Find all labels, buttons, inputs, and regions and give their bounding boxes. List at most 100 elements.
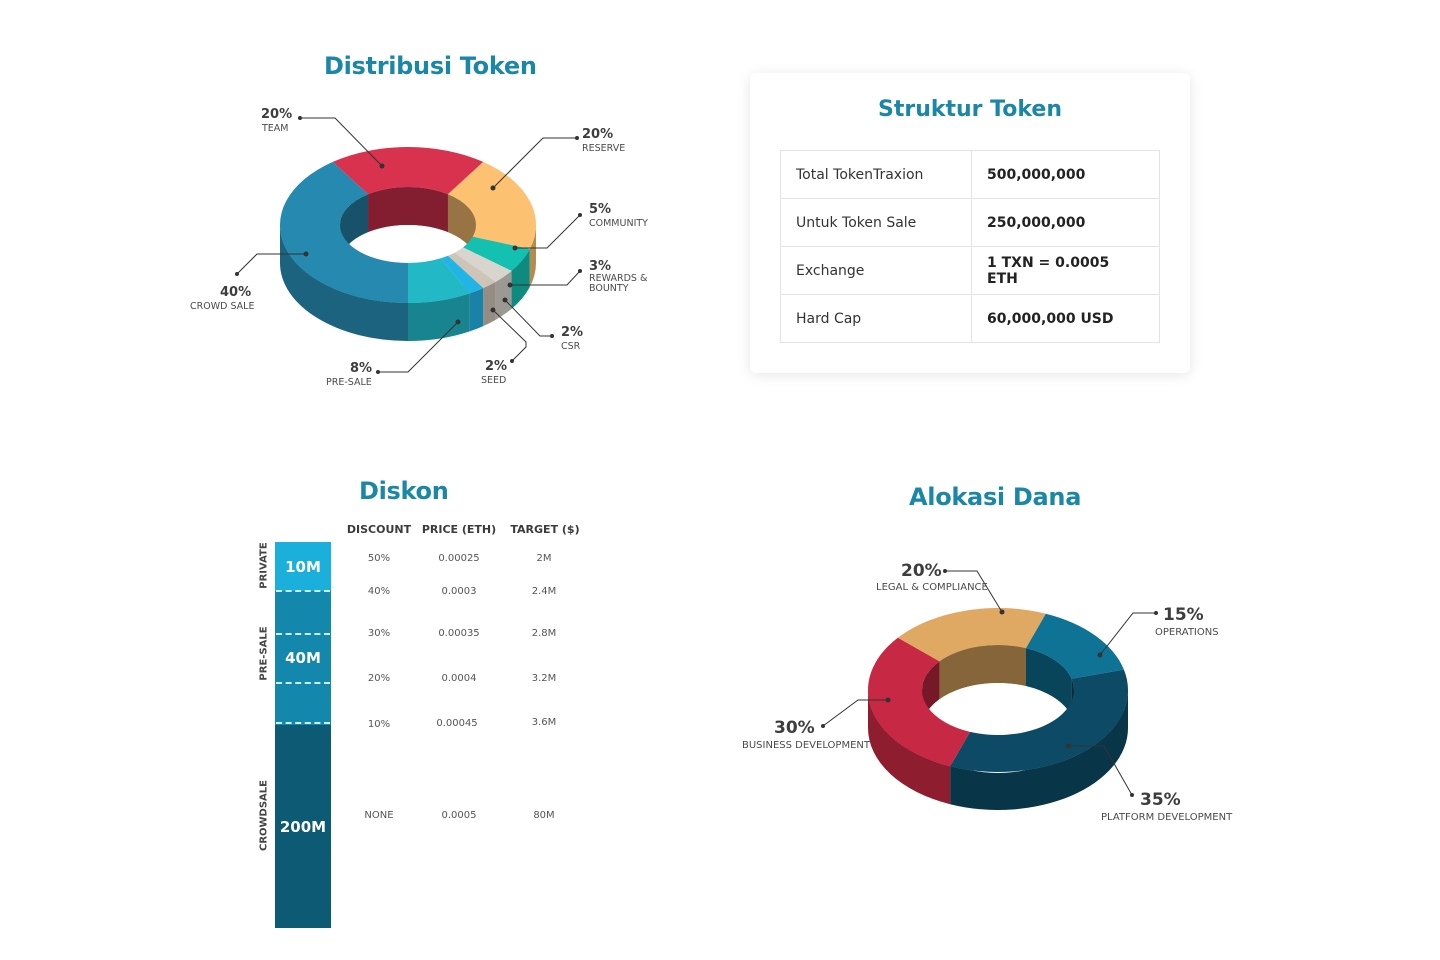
callout-legal-label: LEGAL & COMPLIANCE bbox=[876, 582, 988, 593]
callout-platform: 35% PLATFORM DEVELOPMENT bbox=[1065, 743, 1233, 823]
row-key: Exchange bbox=[780, 246, 972, 295]
row-key: Hard Cap bbox=[780, 294, 972, 343]
distribusi-wall-5 bbox=[469, 288, 484, 332]
diskon-title: Diskon bbox=[359, 477, 449, 505]
callout-csr: 2% CSR bbox=[502, 297, 583, 352]
alokasi-front-face-2 bbox=[950, 690, 1128, 773]
alokasi-title: Alokasi Dana bbox=[909, 483, 1082, 511]
callout-csr-label: CSR bbox=[561, 341, 581, 352]
callout-reserve: 20% RESERVE bbox=[490, 127, 625, 191]
discount-cell: 40% bbox=[367, 586, 391, 597]
distribusi-front-face-4 bbox=[447, 252, 496, 289]
row-value: 500,000,000 bbox=[971, 150, 1160, 199]
stage-presale-block: 40M bbox=[275, 591, 331, 725]
distribusi-donut-chart: 20% TEAM 20% RESERVE 5% COMMUNITY 3% REW… bbox=[190, 107, 648, 388]
distribusi-front-face-2 bbox=[463, 236, 530, 271]
header-discount: DISCOUNT bbox=[346, 523, 412, 536]
stage-private-label: PRIVATE bbox=[258, 542, 270, 589]
header-price: PRICE (ETH) bbox=[421, 523, 497, 536]
distribusi-wall-2 bbox=[511, 249, 530, 309]
distribusi-front-face-1 bbox=[472, 225, 536, 250]
target-cell: 2.4M bbox=[531, 586, 557, 597]
struktur-token-card: Struktur Token Total TokenTraxion 500,00… bbox=[750, 73, 1190, 373]
table-row: Untuk Token Sale 250,000,000 bbox=[780, 198, 1160, 247]
row-value: 60,000,000 USD bbox=[971, 294, 1160, 343]
price-cell: 0.0005 bbox=[441, 810, 477, 821]
distribusi-wall-3 bbox=[495, 270, 512, 320]
table-row: Exchange 1 TXN = 0.0005 ETH bbox=[780, 246, 1160, 295]
callout-platform-pct: 35% bbox=[1140, 790, 1181, 810]
distribusi-front-face-3 bbox=[454, 247, 512, 282]
callout-reserve-pct: 20% bbox=[582, 127, 613, 142]
row-key: Untuk Token Sale bbox=[780, 198, 972, 247]
row-value: 1 TXN = 0.0005 ETH bbox=[971, 246, 1160, 295]
stage-crowdsale-label: CROWDSALE bbox=[258, 780, 270, 852]
callout-operations: 15% OPERATIONS bbox=[1097, 605, 1219, 658]
alokasi-slice-1 bbox=[1025, 613, 1124, 679]
callout-presale-label: PRE-SALE bbox=[326, 377, 372, 388]
distribusi-inner-wall-0 bbox=[368, 187, 448, 233]
row-key: Total TokenTraxion bbox=[780, 150, 972, 199]
distribusi-wall-1 bbox=[529, 225, 536, 288]
alokasi-wall-2 bbox=[950, 690, 1128, 810]
callout-legal-pct: 20% bbox=[901, 561, 942, 581]
distribusi-front-face-6 bbox=[408, 258, 470, 303]
stage-presale-label: PRE-SALE bbox=[258, 626, 270, 681]
callout-team: 20% TEAM bbox=[261, 107, 385, 169]
discount-cell: 30% bbox=[367, 628, 391, 639]
distribusi-wall-6 bbox=[408, 293, 470, 341]
stage-crowdsale-block: 200M bbox=[275, 725, 331, 928]
target-cell: 80M bbox=[533, 810, 555, 821]
callout-community-label: COMMUNITY bbox=[589, 218, 648, 229]
callout-rewards: 3% REWARDS & BOUNTY bbox=[507, 259, 648, 294]
callout-platform-label: PLATFORM DEVELOPMENT bbox=[1101, 812, 1233, 823]
struktur-table: Total TokenTraxion 500,000,000 Untuk Tok… bbox=[780, 150, 1160, 343]
callout-rewards-pct: 3% bbox=[589, 259, 611, 274]
price-cell: 0.0004 bbox=[441, 673, 477, 684]
callout-community: 5% COMMUNITY bbox=[512, 202, 648, 251]
discount-cell: NONE bbox=[364, 810, 394, 821]
discount-cell: 20% bbox=[367, 673, 391, 684]
distribusi-wall-4 bbox=[483, 281, 496, 327]
alokasi-slice-0 bbox=[897, 607, 1046, 662]
target-cell: 3.2M bbox=[531, 673, 557, 684]
stage-divider bbox=[276, 682, 330, 684]
alokasi-hole bbox=[922, 683, 1074, 773]
alokasi-inner-wall-3 bbox=[922, 661, 940, 728]
stage-divider bbox=[276, 633, 330, 635]
price-cell: 0.00045 bbox=[436, 718, 478, 729]
struktur-title: Struktur Token bbox=[877, 97, 1062, 122]
alokasi-inner-wall-2 bbox=[1071, 678, 1074, 728]
callout-seed-pct: 2% bbox=[485, 359, 507, 374]
callout-crowdsale-label: CROWD SALE bbox=[190, 301, 254, 312]
price-cell: 0.00035 bbox=[438, 628, 480, 639]
callout-team-label: TEAM bbox=[261, 123, 289, 134]
callout-community-pct: 5% bbox=[589, 202, 611, 217]
callout-reserve-label: RESERVE bbox=[582, 143, 625, 154]
callout-rewards-label: REWARDS & bbox=[589, 273, 648, 284]
header-target: TARGET ($) bbox=[510, 523, 580, 536]
table-row: Total TokenTraxion 500,000,000 bbox=[780, 150, 1160, 199]
callout-seed-label: SEED bbox=[481, 375, 506, 386]
alokasi-front-face-3 bbox=[868, 690, 971, 767]
callout-team-pct: 20% bbox=[261, 107, 292, 122]
callout-business: 30% BUSINESS DEVELOPMENT bbox=[742, 697, 891, 751]
callout-operations-pct: 15% bbox=[1163, 605, 1204, 625]
discount-cell: 10% bbox=[367, 719, 391, 730]
alokasi-wall-3 bbox=[868, 690, 951, 805]
target-cell: 2M bbox=[536, 553, 552, 564]
price-cell: 0.0003 bbox=[441, 586, 477, 597]
callout-csr-pct: 2% bbox=[561, 325, 583, 340]
stage-divider bbox=[276, 722, 330, 724]
target-cell: 3.6M bbox=[531, 717, 557, 728]
table-row: Hard Cap 60,000,000 USD bbox=[780, 294, 1160, 343]
row-value: 250,000,000 bbox=[971, 198, 1160, 247]
distribusi-front-face-7 bbox=[280, 225, 408, 303]
callout-business-pct: 30% bbox=[774, 718, 815, 738]
callout-legal: 20% LEGAL & COMPLIANCE bbox=[876, 561, 1005, 615]
callout-crowdsale-pct: 40% bbox=[220, 285, 251, 300]
distribusi-wall-7 bbox=[280, 225, 408, 341]
alokasi-slice-3 bbox=[868, 637, 971, 767]
price-cell: 0.00025 bbox=[438, 553, 480, 564]
distribusi-front-face-5 bbox=[440, 255, 484, 294]
